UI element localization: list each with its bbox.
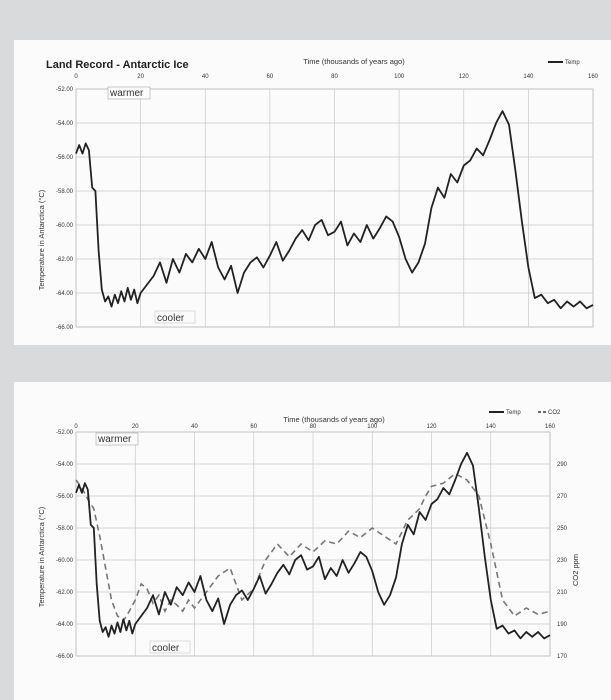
x-tick-label: 80 <box>310 424 317 430</box>
y-tick-label: -58.00 <box>56 526 74 532</box>
x-tick-label: 60 <box>250 424 257 430</box>
x-tick-label: 20 <box>137 74 144 80</box>
y-tick-label: -52.00 <box>56 430 74 436</box>
chart-panel-land-record: -52.00 -54.00 -56.00 -58.00 -60.00 -62.00 -64.… <box>14 40 611 345</box>
y-tick-label: -64.00 <box>56 291 74 297</box>
x-tick-label: 140 <box>486 424 497 430</box>
chart-1-temp-series-line <box>75 110 594 310</box>
y-tick-label: -58.00 <box>56 189 74 195</box>
chart-2-x-axis-label: Time (thousands of years ago) <box>283 415 385 424</box>
x-tick-label: 0 <box>74 74 78 80</box>
y-tick-label: -62.00 <box>56 590 74 596</box>
x-tick-label: 60 <box>267 74 274 80</box>
chart-2-annotation-warmer: warmer <box>95 432 139 446</box>
chart-2-svg: -52.00 -54.00 -56.00 -58.00 -60.00 -62.00 -64.… <box>37 410 580 660</box>
x-tick-label: 80 <box>331 74 338 80</box>
annotation-cooler-text: cooler <box>157 313 185 324</box>
y2-tick-label: 210 <box>557 590 568 596</box>
annotation-warmer-text-2: warmer <box>97 434 132 445</box>
chart-2-y-axis-label: Temperature in Antarctica (°C) <box>37 506 46 607</box>
x-tick-label: 160 <box>588 74 599 80</box>
y-tick-label: -66.00 <box>56 325 74 331</box>
chart-1-x-axis-label: Time (thousands of years ago) <box>303 57 405 66</box>
chart-1-annotation-cooler: cooler <box>154 310 196 324</box>
x-tick-label: 100 <box>394 74 405 80</box>
y-tick-label: -56.00 <box>56 155 74 161</box>
x-tick-label: 140 <box>523 74 534 80</box>
y2-tick-label: 190 <box>557 622 568 628</box>
chart-2-annotation-cooler: cooler <box>149 640 191 654</box>
y-tick-label: -56.00 <box>56 494 74 500</box>
y-tick-label: -64.00 <box>56 622 74 628</box>
x-tick-label: 100 <box>367 424 378 430</box>
y2-tick-label: 250 <box>557 526 568 532</box>
x-tick-label: 40 <box>202 74 209 80</box>
x-tick-label: 0 <box>74 424 78 430</box>
legend-temp-label-2: Temp <box>506 410 521 416</box>
x-tick-label: 20 <box>132 424 139 430</box>
y-tick-label: -54.00 <box>56 462 74 468</box>
legend-temp-label: Temp <box>565 60 580 66</box>
annotation-cooler-text-2: cooler <box>152 643 180 654</box>
y2-tick-label: 170 <box>557 654 568 660</box>
y-tick-label: -66.00 <box>56 654 74 660</box>
chart-1-title: Land Record - Antarctic Ice <box>46 59 189 71</box>
chart-1-y-axis-label: Temperature in Antarctica (°C) <box>37 189 46 290</box>
y-tick-label: -60.00 <box>56 558 74 564</box>
legend-co2-label: CO2 <box>548 410 561 416</box>
chart-1-svg: -52.00 -54.00 -56.00 -58.00 -60.00 -62.00 -64.… <box>37 57 599 331</box>
x-tick-label: 120 <box>426 424 437 430</box>
annotation-warmer-text: warmer <box>109 88 144 99</box>
chart-panel-temp-co2: -52.00 -54.00 -56.00 -58.00 -60.00 -62.00 -64.… <box>14 382 611 700</box>
y-tick-label: -54.00 <box>56 121 74 127</box>
y2-tick-label: 270 <box>557 494 568 500</box>
x-tick-label: 120 <box>459 74 470 80</box>
y2-tick-label: 290 <box>557 462 568 468</box>
chart-1-annotation-warmer: warmer <box>107 86 151 100</box>
chart-2-temp-series-line <box>75 451 551 640</box>
x-tick-label: 160 <box>545 424 556 430</box>
plot-area-frame <box>75 88 594 328</box>
y-tick-label: -62.00 <box>56 257 74 263</box>
plot-area-frame <box>75 431 551 657</box>
chart-2-legend: Temp CO2 <box>489 410 561 416</box>
y-tick-label: -60.00 <box>56 223 74 229</box>
y2-tick-label: 230 <box>557 558 568 564</box>
x-tick-label: 40 <box>191 424 198 430</box>
chart-1-legend: Temp <box>548 60 580 66</box>
chart-2-y2-axis-label: CO2 ppm <box>571 554 580 586</box>
y-tick-label: -52.00 <box>56 87 74 93</box>
chart-2-co2-series-line <box>75 472 551 622</box>
